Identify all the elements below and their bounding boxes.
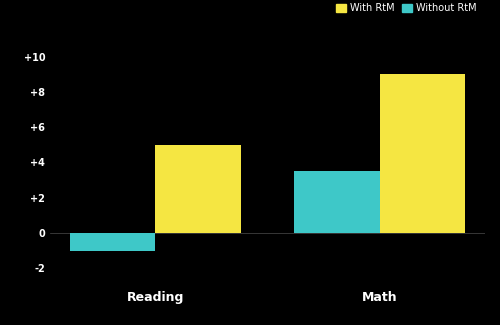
Legend: With RtM, Without RtM: With RtM, Without RtM [332,0,480,17]
Bar [70,233,155,251]
Bar [294,171,380,233]
Bar [380,74,465,233]
Bar [155,145,240,233]
